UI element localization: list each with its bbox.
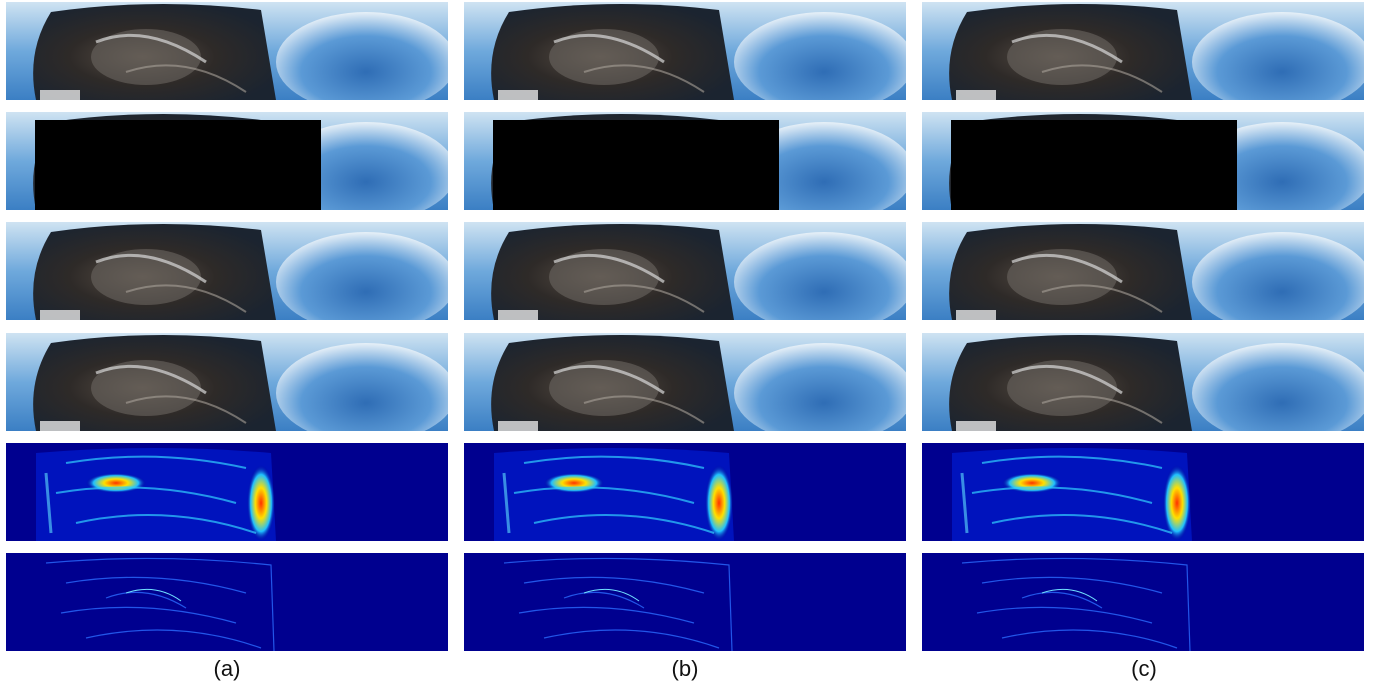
photo-panel [6, 333, 456, 443]
caption: (c) [1131, 656, 1157, 681]
figure: (a) (b) (c) [0, 0, 1374, 692]
heatmap-panel [922, 443, 1364, 541]
error-map-panel [6, 553, 448, 651]
page: (a) (b) (c) (() => { const data = JSON.p… [0, 0, 1374, 692]
photo-panel [922, 222, 1372, 332]
photo-panel [464, 2, 914, 112]
photo-panel [464, 222, 914, 332]
heatmap-panel [6, 443, 448, 541]
photo-panel [922, 333, 1372, 443]
photo-panel [922, 2, 1372, 112]
error-map-panel [922, 553, 1364, 651]
panel-grid [6, 2, 1372, 651]
caption: (b) [672, 656, 699, 681]
caption: (a) [214, 656, 241, 681]
heatmap-panel [464, 443, 906, 541]
photo-panel [464, 333, 914, 443]
masked-panel [464, 112, 914, 222]
photo-panel [6, 2, 456, 112]
photo-panel [6, 222, 456, 332]
error-map-panel [464, 553, 906, 651]
masked-panel [6, 112, 456, 222]
masked-panel [922, 112, 1372, 222]
